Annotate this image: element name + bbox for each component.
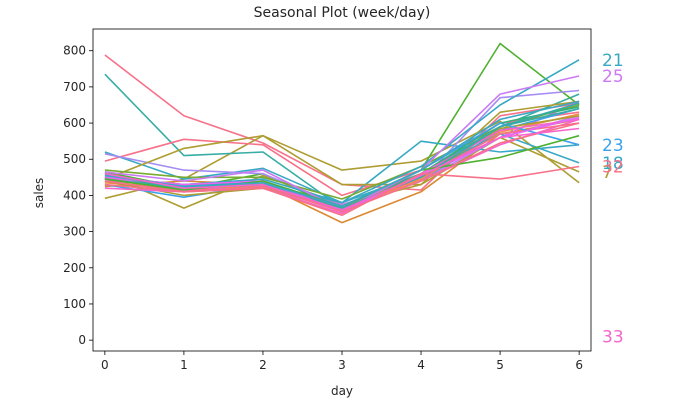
series-label-33: 33 [602,328,624,348]
y-tick-label: 100 [63,297,86,311]
series-line-32 [104,165,580,217]
series-label-18: 18 [602,154,624,174]
series-label-23: 23 [602,136,624,156]
y-axis-label: sales [32,178,46,209]
x-tick-label: 0 [101,358,109,372]
series-lines [104,42,580,224]
series-line-30 [104,100,580,208]
series-label-32: 32 [602,157,624,177]
y-tick-label: 800 [63,44,86,58]
x-tick-label: 5 [496,358,504,372]
series-line-10 [104,100,580,186]
chart-title: Seasonal Plot (week/day) [254,5,431,21]
x-axis-label: day [331,384,353,398]
y-tick-label: 400 [63,188,86,202]
x-tick-label: 6 [575,358,583,372]
x-tick-label: 4 [417,358,425,372]
x-tick-label: 1 [180,358,188,372]
series-label-25: 25 [602,67,624,87]
series-label-21: 21 [602,51,624,71]
series-label-7: 7 [602,163,613,183]
x-tick-label: 2 [259,358,267,372]
y-tick-label: 500 [63,152,86,166]
series-line-31 [104,127,580,211]
y-tick-label: 200 [63,261,86,275]
x-axis-ticks: 0 1 2 3 4 5 6 [101,351,583,372]
y-tick-label: 600 [63,116,86,130]
x-tick-label: 3 [338,358,346,372]
series-labels: 718 21 23 25 32 33 [602,51,624,348]
y-tick-label: 0 [78,333,86,347]
y-tick-label: 700 [63,80,86,94]
y-tick-label: 300 [63,225,86,239]
y-axis-ticks: 0 100 200 300 400 500 600 700 800 [63,44,93,347]
